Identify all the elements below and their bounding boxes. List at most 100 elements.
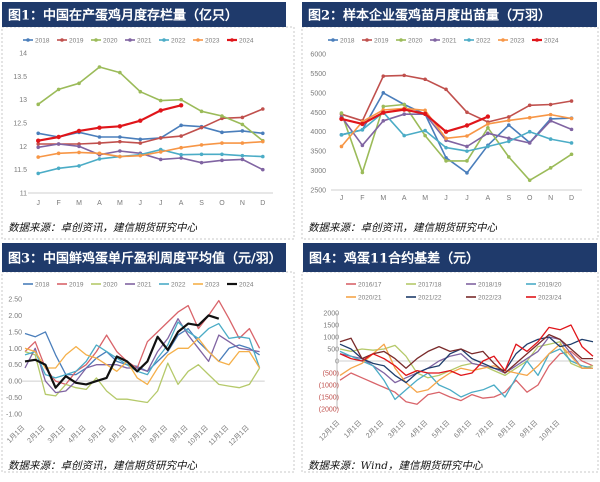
legend-item: 2024 [227, 281, 254, 288]
x-tick-label: N [548, 195, 553, 202]
series-line [339, 341, 594, 379]
data-point [36, 142, 41, 146]
legend-item: 2022 [159, 37, 186, 44]
series-2018 [36, 123, 265, 142]
legend-marker [433, 38, 437, 42]
y-tick-label: 14 [19, 51, 27, 58]
data-point [56, 87, 61, 92]
series-line [339, 333, 593, 374]
series-2020 [36, 65, 265, 143]
data-point [506, 136, 511, 141]
x-tick-label: 1月1日 [342, 419, 363, 440]
series-2021 [24, 318, 260, 394]
legend-item: 2023 [193, 281, 220, 288]
panel-border [301, 271, 599, 473]
data-point [465, 171, 469, 175]
data-point [569, 99, 574, 103]
series-line [38, 143, 264, 171]
legend-item: 2019/20 [526, 281, 562, 288]
title-bar [2, 243, 286, 272]
x-tick-label: 7月1日 [128, 424, 149, 445]
legend-item: 2022/23 [466, 294, 502, 301]
y-tick-label: (500) [323, 371, 339, 378]
data-point [381, 91, 386, 95]
legend-item: 2023 [193, 37, 220, 44]
y-tick-label: 4000 [310, 129, 326, 136]
legend-marker [535, 38, 539, 42]
data-point [465, 144, 469, 149]
series-2022 [24, 321, 261, 379]
x-tick-label: 6月1日 [452, 419, 473, 440]
x-tick-label: 4月1日 [408, 419, 429, 440]
y-tick-label: 2.50 [8, 297, 22, 304]
series-2021 [339, 112, 574, 149]
data-point [548, 102, 553, 107]
data-point [97, 65, 102, 69]
data-point [465, 149, 469, 153]
data-point [179, 156, 183, 160]
x-tick-label: F [360, 195, 364, 202]
y-tick-label: 1.00 [8, 346, 22, 353]
data-point [360, 143, 365, 148]
legend-marker [26, 38, 30, 42]
data-point [158, 108, 163, 113]
legend-item: 2018 [23, 281, 50, 288]
x-tick-label: 2月1日 [364, 419, 385, 440]
legend-label: 2020/21 [358, 294, 382, 301]
data-point [485, 114, 491, 119]
y-tick-label: 12.5 [13, 121, 27, 128]
data-point [97, 151, 102, 156]
data-point [339, 111, 344, 115]
data-point [506, 115, 511, 119]
legend-label: 2018 [35, 37, 50, 44]
data-point [260, 107, 265, 111]
legend-label: 2021 [137, 37, 152, 44]
title-bar [302, 2, 597, 27]
x-tick-label: 12月1日 [227, 424, 251, 448]
y-tick-label: 2.00 [8, 313, 22, 320]
data-point [381, 74, 386, 78]
data-point [444, 159, 448, 163]
series-2022 [36, 147, 265, 176]
data-point [465, 159, 469, 163]
data-point [423, 108, 427, 113]
y-tick-label: 13 [19, 97, 27, 104]
x-tick-label: 3月1日 [46, 424, 67, 445]
data-point [486, 126, 490, 130]
y-tick-label: 0.00 [8, 379, 22, 386]
x-tick-label: D [569, 195, 574, 202]
data-point [36, 171, 41, 176]
data-point [138, 141, 143, 145]
data-point [486, 144, 490, 149]
series-line [38, 148, 263, 175]
data-point [138, 118, 143, 123]
data-point [240, 157, 245, 162]
legend-label: 2018/19 [478, 281, 502, 288]
y-tick-label: (1500) [319, 395, 339, 402]
legend-label: 2022/23 [478, 294, 502, 301]
legend-item: 2023 [498, 37, 525, 44]
data-point [444, 136, 448, 141]
legend-marker [162, 38, 166, 42]
series-line [341, 108, 489, 133]
data-point [158, 136, 163, 140]
series-line [38, 140, 263, 158]
x-tick-label: 1月1日 [5, 424, 26, 445]
legend-marker [60, 38, 64, 42]
chart-panel-1: 图1：中国在产蛋鸡月度存栏量（亿只） 数据来源：卓创资讯，建信期货研究中心 11 11… [1, 2, 295, 240]
series-line [24, 350, 261, 404]
data-point [360, 170, 365, 175]
legend-item: 2021 [430, 37, 457, 44]
legend-marker [230, 38, 234, 42]
x-tick-label: J [139, 200, 143, 207]
legend-item: 2018 [328, 37, 355, 44]
data-point [36, 102, 41, 107]
data-point [381, 110, 386, 115]
series-2018 [24, 327, 260, 376]
y-tick-label: (2000) [319, 407, 339, 414]
data-point [569, 152, 574, 157]
data-point [527, 115, 532, 120]
series-2022/23 [339, 333, 593, 374]
legend-label: 2024 [239, 37, 254, 44]
x-tick-label: 8月1日 [496, 419, 517, 440]
